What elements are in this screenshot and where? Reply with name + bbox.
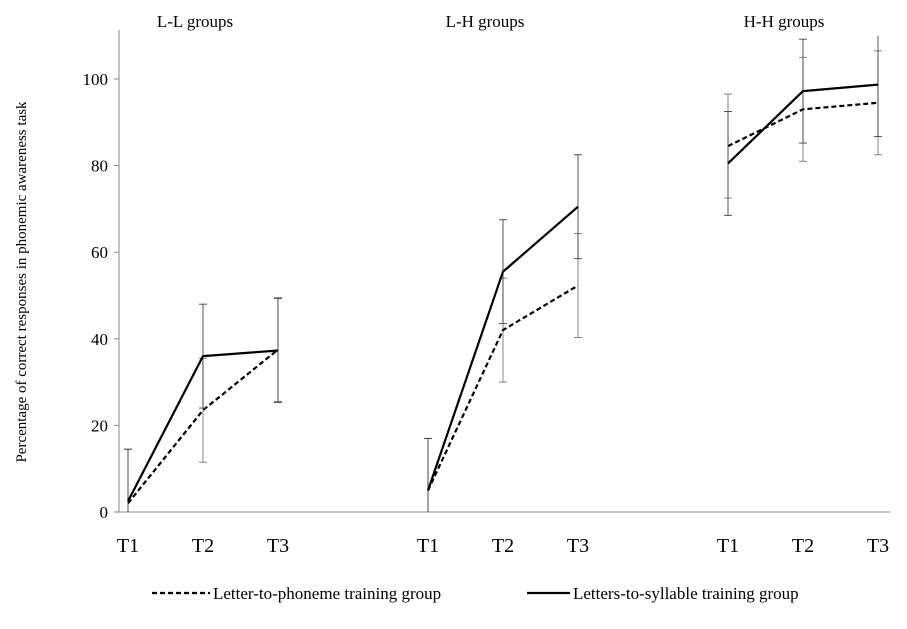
y-tick-label: 40: [91, 330, 108, 349]
series-line-letters-to-syllable: [127, 349, 279, 502]
x-tick-label: T3: [267, 535, 289, 557]
x-tick-label: T2: [192, 535, 214, 557]
x-tick-label: T1: [717, 535, 739, 557]
axes: 0 20 40 60 80 100 L-L groups T1 T2 T3 L-H groups T1…: [83, 12, 890, 557]
y-tick-label: 0: [100, 503, 109, 522]
series-line-letter-to-phoneme: [427, 284, 579, 491]
y-tick-label: 80: [91, 157, 108, 176]
panel-title: H-H groups: [744, 12, 825, 31]
x-tick-label: T3: [867, 535, 889, 557]
series-line-letters-to-syllable: [727, 83, 879, 165]
series-line-letters-to-syllable: [426, 205, 579, 491]
panel-title: L-L groups: [157, 12, 233, 31]
legend: Letter-to-phoneme training group Letters…: [152, 584, 799, 603]
panel-title: L-H groups: [446, 12, 525, 31]
legend-label-dashed: Letter-to-phoneme training group: [213, 584, 441, 603]
plot-area: [124, 35, 882, 512]
x-tick-label: T2: [492, 535, 514, 557]
x-tick-label: T1: [117, 535, 139, 557]
x-tick-label: T3: [567, 535, 589, 557]
x-tick-label: T1: [417, 535, 439, 557]
y-tick-label: 100: [83, 70, 109, 89]
y-tick-label: 20: [91, 416, 108, 435]
y-axis-title: Percentage of correct responses in phone…: [14, 101, 30, 463]
x-tick-label: T2: [792, 535, 814, 557]
legend-label-solid: Letters-to-syllable training group: [573, 584, 799, 603]
y-tick-label: 60: [91, 243, 108, 262]
